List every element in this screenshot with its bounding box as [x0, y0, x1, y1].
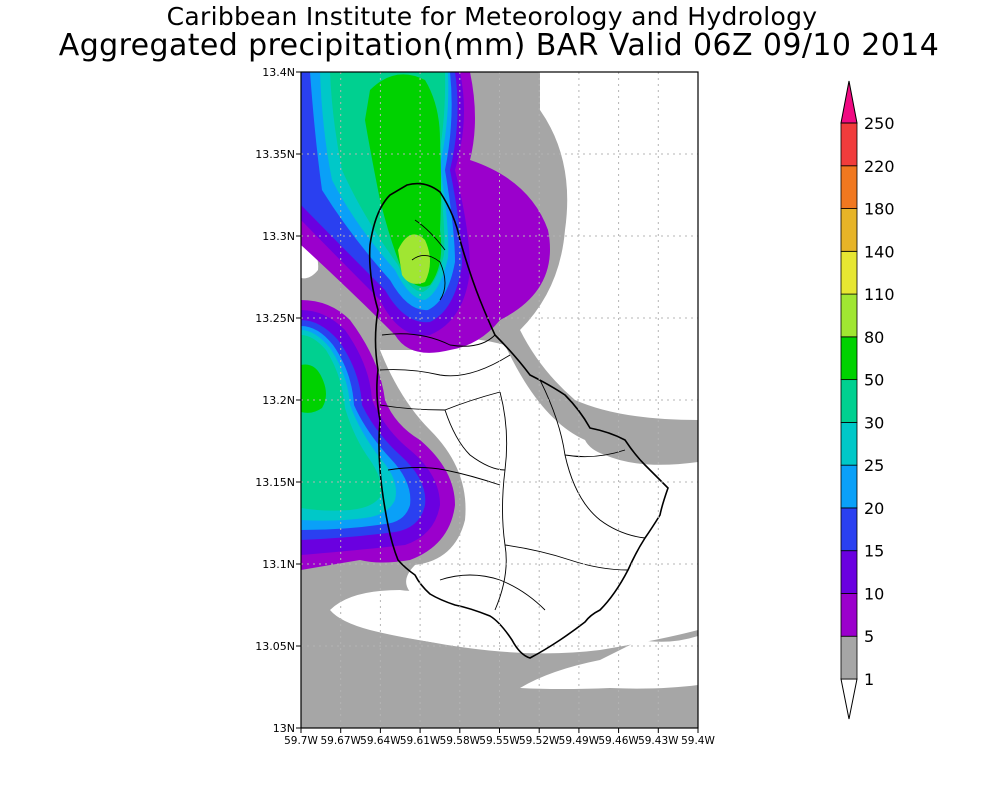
- lat-tick-label: 13.3N: [262, 230, 295, 243]
- colorbar-swatch: [840, 250, 858, 295]
- lon-tick-label: 59.7W: [284, 735, 318, 747]
- header-title: Caribbean Institute for Meteorology and …: [166, 2, 818, 31]
- lat-tick-label: 13.35N: [255, 148, 295, 161]
- dry-south-pocket: [330, 566, 640, 652]
- colorbar-label: 50: [864, 371, 884, 390]
- colorbar-label: 140: [864, 242, 895, 261]
- lon-tick-label: 59.55W: [479, 735, 520, 747]
- lat-tick-label: 13N: [273, 722, 295, 735]
- island-outline: [368, 182, 669, 659]
- contour-50mm-west: [301, 364, 326, 413]
- dry-east-pocket: [520, 636, 698, 689]
- colorbar-label: 20: [864, 499, 884, 518]
- colorbar-label: 80: [864, 328, 884, 347]
- lon-tick-label: 59.67W: [320, 735, 361, 747]
- colorbar-swatch: [840, 165, 858, 209]
- colorbar-label: 30: [864, 413, 884, 432]
- longitude-labels: 59.7W 59.67W 59.64W 59.61W 59.58W 59.55W 59.52…: [284, 728, 715, 747]
- colorbar-swatch: [840, 464, 858, 509]
- lon-tick-label: 59.64W: [360, 735, 401, 747]
- colorbar-swatch: [840, 635, 858, 680]
- colorbar-label: 10: [864, 584, 884, 603]
- coastline: [368, 182, 669, 659]
- latitude-labels: 13.4N 13.35N 13.3N 13.25N 13.2N 13.15N 13.1N 13…: [255, 66, 301, 735]
- colorbar-swatch: [840, 208, 858, 252]
- colorbar-label: 250: [864, 114, 895, 133]
- colorbar-swatch: [840, 336, 858, 381]
- lon-tick-label: 59.61W: [400, 735, 441, 747]
- colorbar-swatch: [840, 507, 858, 552]
- lat-tick-label: 13.15N: [255, 476, 295, 489]
- colorbar-underflow: [840, 678, 858, 720]
- colorbar-overflow: [840, 80, 858, 124]
- header-subtitle: Aggregated precipitation(mm) BAR Valid 0…: [58, 28, 940, 63]
- colorbar-label: 5: [864, 627, 874, 646]
- parish-boundaries: [379, 219, 646, 611]
- lat-tick-label: 13.4N: [262, 66, 295, 79]
- lon-tick-label: 59.46W: [598, 735, 639, 747]
- colorbar-swatch: [840, 379, 858, 423]
- colorbar-label: 220: [864, 157, 895, 176]
- colorbar-swatch: [840, 293, 858, 338]
- colorbar-label: 110: [864, 285, 895, 304]
- colorbar-swatch: [840, 122, 858, 167]
- grid-lines: [301, 72, 698, 728]
- lon-tick-label: 59.43W: [638, 735, 679, 747]
- colorbar-swatch: [840, 421, 858, 466]
- colorbar-label: 15: [864, 542, 884, 561]
- contour-80mm-north: [398, 234, 430, 284]
- colorbar-label: 25: [864, 456, 884, 475]
- colorbar-swatch: [840, 550, 858, 594]
- precipitation-contours: [301, 72, 698, 728]
- lat-tick-label: 13.1N: [262, 558, 295, 571]
- lon-tick-label: 59.4W: [681, 735, 715, 747]
- colorbar-label: 180: [864, 200, 895, 219]
- contour-1mm-west: [301, 240, 319, 279]
- lon-tick-label: 59.58W: [440, 735, 481, 747]
- lon-tick-label: 59.49W: [559, 735, 600, 747]
- lat-tick-label: 13.25N: [255, 312, 295, 325]
- colorbar-swatch: [840, 593, 858, 637]
- lat-tick-label: 13.05N: [255, 640, 295, 653]
- contour-50mm-north: [365, 74, 442, 287]
- lat-tick-label: 13.2N: [262, 394, 295, 407]
- lon-tick-label: 59.52W: [519, 735, 560, 747]
- colorbar-label: 1: [864, 670, 874, 689]
